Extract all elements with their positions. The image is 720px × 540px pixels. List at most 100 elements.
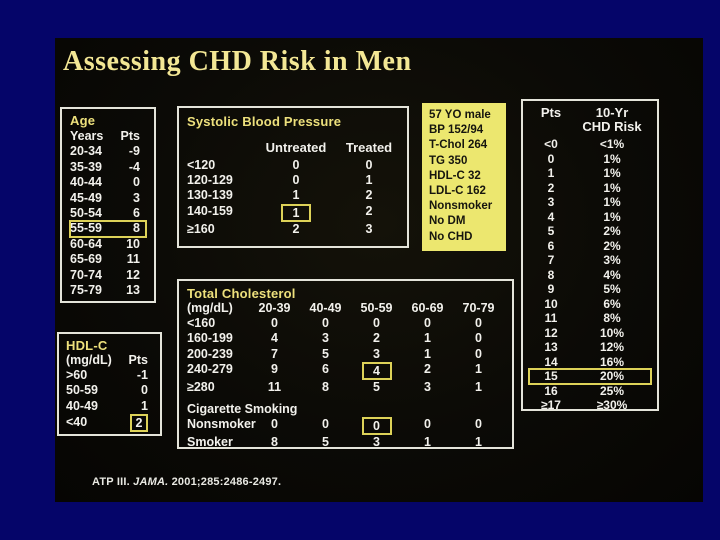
sbp-treated-points: 1 [365, 173, 373, 188]
risk-pts: 9 [547, 282, 555, 296]
chol-col: 60-69 [411, 301, 444, 315]
age-range: 75-79 [70, 282, 102, 297]
risk-pct: 1% [603, 166, 621, 180]
chol-points: 1 [424, 331, 431, 346]
risk-pct: 5% [603, 282, 621, 296]
risk-pct: 1% [603, 151, 621, 166]
table-row: 8 4% [529, 268, 651, 283]
age-points: 10 [126, 236, 140, 251]
sbp-treated-points: 0 [365, 158, 373, 172]
table-row: 6 2% [529, 239, 651, 254]
age-range: 70-74 [70, 267, 102, 282]
table-row: 65-69 11 [70, 252, 146, 267]
risk-pct: 20% [599, 369, 625, 383]
sbp-untreated-points: 1 [292, 188, 300, 203]
risk-col-line1: 10-Yr [595, 105, 629, 120]
chol-col: 40-49 [309, 301, 342, 315]
risk-pts: 13 [544, 340, 558, 354]
table-row: 7 3% [529, 253, 651, 268]
age-points: 8 [133, 221, 140, 236]
table-row: >60 -1 [66, 368, 153, 383]
risk-pts: 10 [544, 296, 558, 311]
patient-summary-note: 57 YO male BP 152/94 T-Chol 264 TG 350 H… [422, 103, 506, 251]
risk-col-chd: 10-Yr CHD Risk [573, 106, 651, 134]
smoking-points: 0 [424, 417, 431, 432]
risk-pts: 7 [547, 253, 555, 267]
risk-pts: 11 [544, 311, 558, 325]
patient-line: TG 350 [429, 154, 468, 167]
hdl-points: 1 [141, 398, 148, 413]
table-row: 120-129 0 1 [187, 173, 399, 188]
risk-pct: <1% [599, 137, 625, 151]
risk-pts: 12 [544, 325, 558, 340]
sbp-untreated-points: 2 [292, 221, 300, 236]
table-row: 1 1% [529, 166, 651, 181]
risk-col-pts: Pts [540, 105, 562, 120]
risk-pct: 1% [603, 209, 621, 224]
sbp-treated-points: 2 [365, 188, 373, 203]
table-row: <40 2 [66, 413, 153, 432]
age-range: 60-64 [70, 236, 102, 251]
table-row: 70-74 12 [70, 268, 146, 283]
smoking-status: Nonsmoker [187, 417, 256, 432]
chol-points: 0 [475, 346, 482, 361]
chol-range: <160 [187, 316, 216, 331]
smoking-status: Smoker [187, 435, 233, 450]
smoking-points: 0 [475, 417, 482, 432]
chol-col: 20-39 [258, 301, 291, 315]
patient-line: Nonsmoker [429, 200, 493, 213]
table-row: 2 1% [529, 181, 651, 196]
chol-col: 70-79 [462, 301, 495, 315]
table-row: 160-199 4 3 2 1 0 [187, 331, 504, 346]
chol-points: 2 [373, 331, 380, 346]
age-points: 11 [126, 252, 140, 267]
risk-pct: 3% [603, 253, 621, 267]
age-table-title: Age [70, 113, 96, 128]
risk-col-line2: CHD Risk [582, 119, 642, 134]
age-range: 40-44 [70, 175, 102, 190]
sbp-col-treated: Treated [345, 140, 393, 155]
risk-pct: 2% [603, 238, 621, 253]
age-points: -9 [128, 144, 140, 159]
chol-points: 1 [424, 346, 431, 361]
age-range: 55-59 [70, 221, 102, 236]
hdl-points: -1 [136, 368, 148, 383]
table-row: 60-64 10 [70, 237, 146, 252]
hdl-table-header: (mg/dL) Pts [66, 353, 153, 368]
risk-pct: 4% [603, 267, 621, 282]
table-row: 50-54 6 [70, 206, 146, 221]
chol-range: 240-279 [187, 361, 233, 376]
risk-pts: 16 [544, 383, 558, 398]
smoking-points: 3 [373, 435, 380, 450]
sbp-treated-points: 3 [365, 221, 373, 236]
table-row: 3 1% [529, 195, 651, 210]
sbp-range: 140-159 [187, 203, 233, 218]
smoking-section-title: Cigarette Smoking [187, 402, 298, 417]
chol-points: 4 [271, 331, 278, 346]
cholesterol-table: Total Cholesterol (mg/dL) 20-39 40-49 50… [177, 279, 514, 449]
table-row: 16 25% [529, 384, 651, 399]
age-table-header: Years Pts [70, 129, 146, 144]
hdl-col-mgdl: (mg/dL) [66, 353, 112, 367]
risk-pts: 4 [547, 209, 555, 224]
age-points: 13 [126, 282, 140, 297]
table-row: 130-139 1 2 [187, 188, 399, 203]
age-col-pts: Pts [120, 129, 140, 143]
sbp-range: <120 [187, 158, 216, 172]
chol-table-header: (mg/dL) 20-39 40-49 50-59 60-69 70-79 [187, 301, 504, 316]
sbp-range: ≥160 [187, 221, 215, 236]
table-row: 14 16% [529, 355, 651, 370]
risk-score-table: Pts 10-Yr CHD Risk <0 <1% 0 1% 1 1% 2 1% 3 1%… [521, 99, 659, 413]
sbp-table-title: Systolic Blood Pressure [187, 114, 342, 129]
hdl-points-highlighted: 2 [130, 413, 153, 432]
table-row: 50-59 0 [66, 383, 153, 398]
chol-range: 160-199 [187, 331, 233, 346]
sbp-range: 120-129 [187, 173, 233, 188]
patient-line: BP 152/94 [429, 124, 484, 137]
table-row-highlighted: 55-59 8 [69, 220, 147, 238]
table-row: ≥17 ≥30% [529, 398, 651, 413]
table-row: 240-279 9 6 4 2 1 [187, 361, 504, 380]
hdl-table-title: HDL-C [66, 338, 108, 353]
risk-pct: 8% [603, 311, 621, 325]
citation-prefix: ATP III. [92, 476, 134, 488]
